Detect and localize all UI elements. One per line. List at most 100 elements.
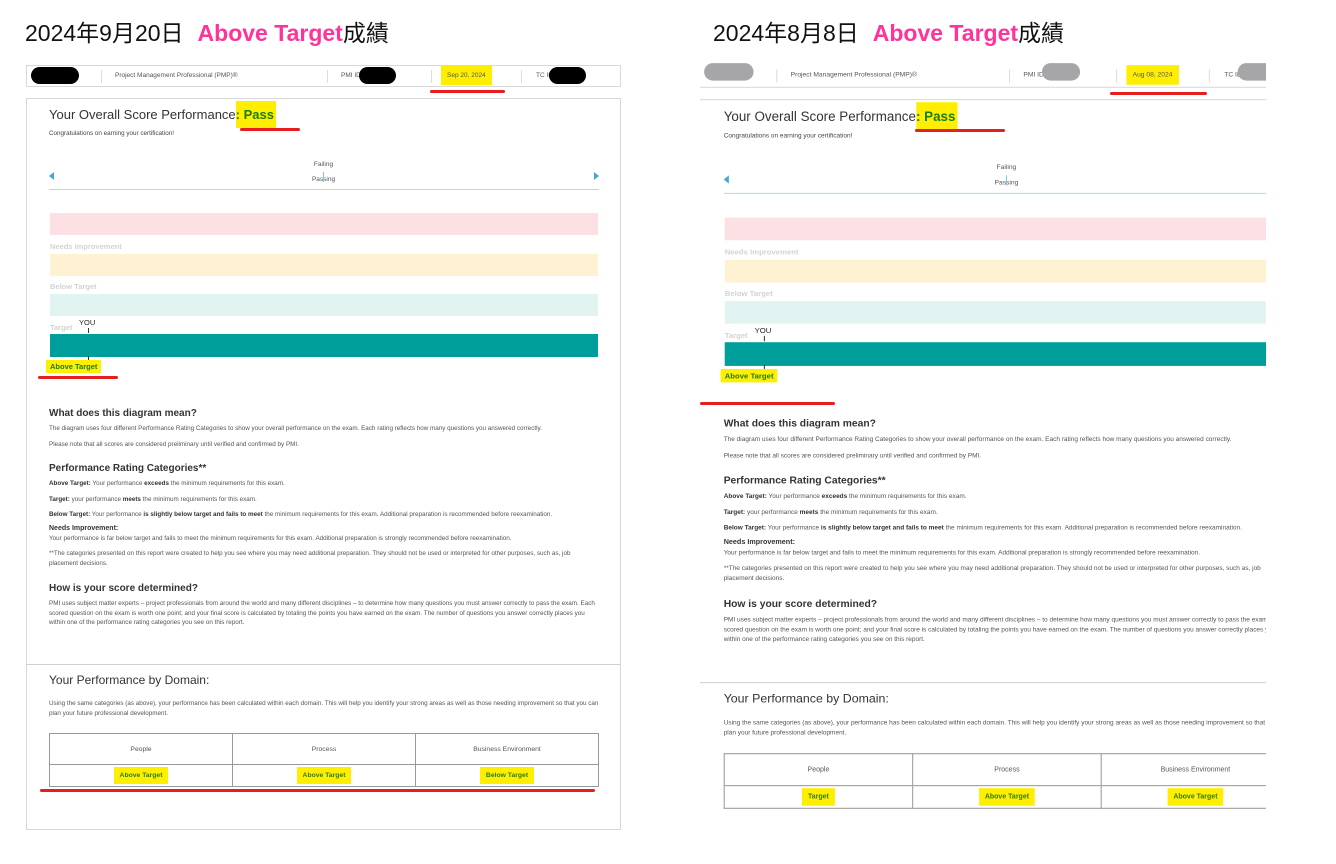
redaction-tc-id: [549, 67, 586, 84]
you-marker-label: YOU: [79, 318, 96, 327]
def-above-target: Above Target: Your performance exceeds t…: [723, 492, 967, 500]
title-rating: Above Target: [197, 20, 343, 46]
def-below-target: Below Target: Your performance is slight…: [49, 511, 553, 518]
rating-text: Above Target: [978, 788, 1036, 806]
note-paragraph: Please note that all scores are consider…: [723, 452, 982, 460]
band-needs-improvement: [724, 217, 1266, 241]
overall-title-text: Your Overall Score Performance: [723, 108, 916, 124]
pass-line-marker: [323, 172, 324, 182]
domain-rating-business-environment: Below Target: [415, 764, 599, 787]
what-heading: What does this diagram mean?: [49, 408, 197, 419]
divider: [101, 70, 102, 83]
note-paragraph: Please note that all scores are consider…: [49, 441, 299, 448]
overall-title: Your Overall Score Performance: Pass: [49, 101, 276, 128]
section-divider: [700, 682, 1266, 684]
failing-label: Failing: [313, 161, 334, 168]
title-rating: Above Target: [872, 20, 1019, 46]
you-marker-tick: [763, 364, 765, 369]
band-label-needs-improvement: Needs Improvement: [50, 242, 122, 251]
redaction-name: [704, 63, 754, 81]
what-paragraph: The diagram uses four different Performa…: [49, 425, 542, 432]
score-report-aug: Project Management Professional (PMP)® P…: [690, 0, 1266, 864]
rating-text: Below Target: [479, 767, 535, 784]
band-label-target: Target: [724, 330, 748, 341]
overall-title: Your Overall Score Performance: Pass: [723, 102, 958, 131]
title-date: 2024年8月8日: [713, 20, 859, 46]
domain-table: People Process Business Environment Abov…: [49, 733, 599, 787]
domain-table: People Process Business Environment Targ…: [723, 753, 1266, 809]
scroll-right-arrow-icon[interactable]: [594, 172, 599, 180]
report-header: Project Management Professional (PMP)® P…: [26, 65, 621, 87]
what-paragraph: The diagram uses four different Performa…: [723, 435, 1232, 444]
score-report-sep: Project Management Professional (PMP)® P…: [0, 0, 660, 864]
divider: [1116, 69, 1118, 83]
domain-rating-business-environment: Above Target: [1100, 785, 1266, 809]
report-header: Project Management Professional (PMP)® P…: [700, 63, 1266, 88]
band-label-target: Target: [50, 323, 73, 332]
section-divider: [26, 664, 621, 665]
domain-paragraph: Using the same categories (as above), yo…: [723, 719, 1266, 737]
domain-heading: Your Performance by Domain:: [49, 673, 210, 687]
def-needs-label: Needs Improvement:: [723, 538, 796, 547]
how-heading: How is your score determined?: [723, 598, 878, 611]
annotation-underline-rating: [700, 402, 835, 405]
domain-rating-people: Above Target: [49, 764, 233, 787]
page-title-right: 2024年8月8日 Above Target成績: [713, 14, 1064, 48]
annotation-underline-pass: [915, 129, 1005, 132]
failing-label: Failing: [996, 164, 1017, 172]
scroll-left-arrow-icon[interactable]: [723, 175, 729, 184]
redaction-pmi-id: [359, 67, 396, 84]
band-below-target: [724, 259, 1266, 283]
page-title-left: 2024年9月20日 Above Target成績: [25, 14, 389, 48]
overall-title-text: Your Overall Score Performance: [49, 107, 236, 122]
def-target: Target: your performance meets the minim…: [723, 509, 938, 517]
divider: [1208, 69, 1210, 83]
band-needs-improvement: [50, 213, 598, 235]
how-paragraph: PMI uses subject matter experts – projec…: [723, 616, 1266, 643]
domain-name-people: People: [49, 733, 233, 765]
overall-result: : Pass: [235, 101, 276, 128]
pmi-id-label: PMI ID: [341, 72, 361, 79]
def-above-target: Above Target: Your performance exceeds t…: [49, 480, 285, 487]
exam-date: Aug 08, 2024: [1126, 65, 1179, 85]
report-body: [700, 99, 1266, 853]
you-marker-label: YOU: [754, 325, 772, 336]
annotation-underline-pass: [240, 128, 300, 131]
divider: [1009, 69, 1011, 83]
def-needs-label: Needs Improvement:: [49, 525, 119, 532]
report-body: [26, 98, 621, 830]
you-marker-tick: [88, 356, 89, 360]
divider: [776, 69, 778, 83]
band-target: [724, 301, 1266, 324]
title-suffix: 成績: [1018, 20, 1065, 46]
tc-id-label: TC ID: [536, 72, 553, 79]
score-report: Project Management Professional (PMP)® P…: [26, 60, 621, 840]
divider: [431, 70, 432, 83]
rating-text: Above Target: [296, 767, 352, 784]
title-suffix: 成績: [342, 20, 389, 46]
domain-rating-process: Above Target: [912, 785, 1102, 809]
domain-heading: Your Performance by Domain:: [723, 691, 889, 706]
title-date: 2024年9月20日: [25, 20, 184, 46]
passing-label: Passing: [700, 179, 1266, 186]
pass-line-marker: [1005, 175, 1007, 186]
you-marker-tick: [88, 328, 89, 333]
overall-rating-label: Above Target: [46, 360, 102, 373]
what-heading: What does this diagram mean?: [723, 418, 876, 430]
how-heading: How is your score determined?: [49, 583, 198, 594]
def-below-target: Below Target: Your performance is slight…: [723, 524, 1242, 532]
pmi-id-label: PMI ID: [1023, 71, 1044, 79]
rating-text: Above Target: [113, 767, 169, 784]
overall-result: : Pass: [915, 102, 958, 131]
rating-text: Target: [801, 788, 836, 806]
congrats-text: Congratulations on earning your certific…: [723, 132, 853, 140]
domain-name-business-environment: Business Environment: [1100, 753, 1266, 787]
domain-rating-people: Target: [723, 785, 914, 809]
domain-rating-process: Above Target: [232, 764, 416, 787]
def-target: Target: your performance meets the minim…: [49, 496, 257, 503]
band-label-below-target: Below Target: [724, 288, 773, 298]
exam-name: Project Management Professional (PMP)®: [115, 72, 238, 79]
def-needs-text: Your performance is far below target and…: [723, 549, 1201, 557]
scroll-left-arrow-icon[interactable]: [49, 172, 54, 180]
band-target: [50, 294, 598, 316]
